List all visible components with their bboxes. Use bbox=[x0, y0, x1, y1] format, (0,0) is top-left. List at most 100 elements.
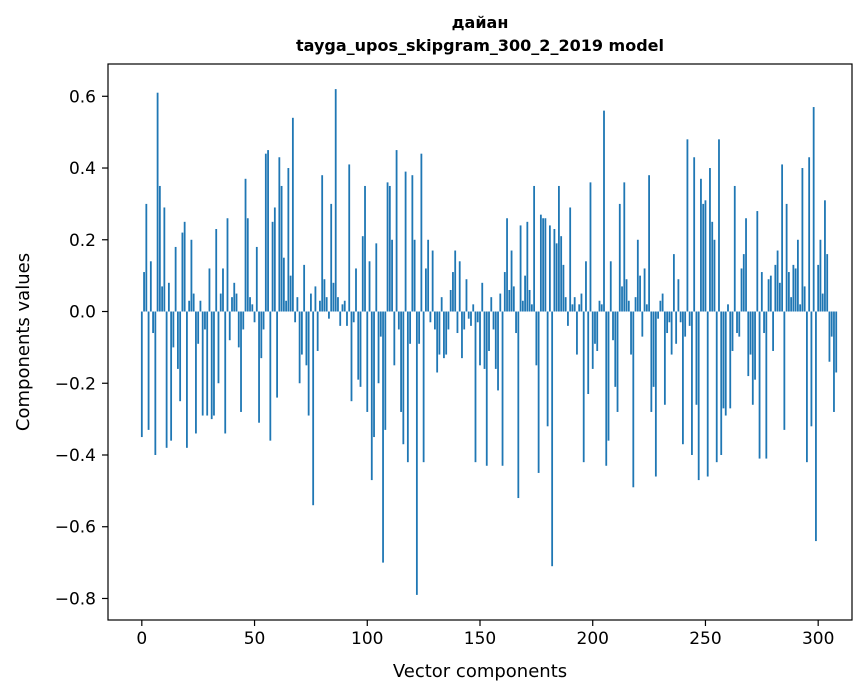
bar-235 bbox=[670, 311, 673, 355]
bar-62 bbox=[280, 185, 283, 312]
bar-274 bbox=[758, 311, 761, 459]
bar-80 bbox=[321, 175, 324, 312]
bar-213 bbox=[621, 286, 623, 312]
bar-276 bbox=[763, 311, 765, 334]
bar-109 bbox=[386, 182, 389, 312]
bar-268 bbox=[745, 218, 747, 312]
bar-250 bbox=[704, 200, 707, 312]
bar-254 bbox=[713, 239, 716, 312]
bar-74 bbox=[307, 311, 310, 416]
bar-296 bbox=[808, 157, 811, 312]
bar-202 bbox=[596, 311, 599, 351]
y-tick-label: −0.8 bbox=[55, 589, 96, 609]
bar-79 bbox=[319, 300, 321, 312]
bar-241 bbox=[684, 311, 687, 337]
bar-295 bbox=[806, 311, 808, 463]
bar-94 bbox=[352, 311, 355, 323]
bar-234 bbox=[668, 311, 671, 323]
bar-194 bbox=[578, 304, 581, 312]
bar-175 bbox=[535, 311, 538, 366]
bar-267 bbox=[742, 254, 745, 312]
bar-20 bbox=[186, 311, 188, 448]
bar-257 bbox=[720, 311, 723, 455]
bar-261 bbox=[729, 311, 732, 409]
bar-169 bbox=[521, 300, 524, 312]
y-tick-label: 0.2 bbox=[69, 231, 96, 251]
bar-2 bbox=[145, 203, 148, 312]
bar-16 bbox=[176, 311, 179, 369]
y-tick-label: 0.0 bbox=[69, 303, 96, 323]
bar-140 bbox=[456, 311, 459, 334]
bar-124 bbox=[420, 153, 423, 312]
bar-170 bbox=[524, 275, 526, 312]
bar-100 bbox=[366, 311, 369, 412]
x-tick-label: 200 bbox=[577, 629, 609, 649]
bar-166 bbox=[515, 311, 517, 334]
bar-104 bbox=[375, 243, 378, 312]
bar-195 bbox=[580, 293, 583, 312]
bar-184 bbox=[555, 243, 558, 312]
bar-251 bbox=[706, 311, 709, 477]
bar-141 bbox=[458, 261, 461, 312]
bar-285 bbox=[783, 311, 786, 430]
bar-217 bbox=[630, 311, 632, 355]
bar-13 bbox=[170, 311, 173, 441]
bar-88 bbox=[339, 311, 342, 326]
bar-193 bbox=[576, 311, 578, 355]
bar-225 bbox=[648, 175, 650, 312]
bar-135 bbox=[445, 311, 448, 355]
bar-238 bbox=[677, 279, 680, 312]
bar-18 bbox=[181, 232, 184, 312]
bar-55 bbox=[264, 153, 267, 312]
bar-288 bbox=[790, 297, 793, 312]
bar-119 bbox=[409, 311, 412, 344]
bar-65 bbox=[287, 168, 290, 312]
bar-256 bbox=[718, 139, 720, 312]
bar-270 bbox=[749, 311, 752, 355]
bar-229 bbox=[657, 311, 660, 319]
bar-262 bbox=[731, 311, 734, 351]
bar-15 bbox=[174, 246, 177, 312]
bar-269 bbox=[747, 311, 750, 377]
bar-142 bbox=[461, 311, 463, 359]
bar-43 bbox=[237, 311, 240, 348]
bar-160 bbox=[501, 311, 504, 466]
bar-294 bbox=[803, 286, 806, 312]
bar-72 bbox=[303, 264, 306, 312]
bar-182 bbox=[551, 311, 554, 567]
bar-51 bbox=[255, 246, 258, 312]
bar-246 bbox=[695, 311, 698, 405]
bar-158 bbox=[497, 311, 499, 391]
bar-0 bbox=[140, 311, 143, 438]
bar-101 bbox=[368, 261, 371, 312]
x-tick-label: 300 bbox=[802, 629, 834, 649]
bar-181 bbox=[548, 225, 551, 312]
bar-105 bbox=[377, 311, 380, 384]
bar-264 bbox=[736, 311, 738, 334]
bar-249 bbox=[702, 203, 705, 312]
bar-138 bbox=[452, 272, 454, 312]
bar-136 bbox=[447, 311, 450, 330]
bar-86 bbox=[334, 89, 337, 312]
bar-30 bbox=[208, 268, 211, 312]
bar-212 bbox=[618, 203, 621, 312]
bar-243 bbox=[688, 311, 691, 326]
bar-19 bbox=[183, 221, 186, 312]
bar-245 bbox=[693, 157, 696, 312]
bar-173 bbox=[530, 304, 533, 312]
bar-197 bbox=[585, 261, 587, 312]
bar-183 bbox=[553, 229, 556, 312]
bar-244 bbox=[691, 311, 693, 455]
bar-28 bbox=[204, 311, 206, 330]
bar-53 bbox=[260, 311, 263, 359]
bar-265 bbox=[738, 311, 741, 337]
bar-299 bbox=[815, 311, 817, 542]
bar-290 bbox=[794, 268, 797, 312]
bar-298 bbox=[812, 107, 815, 312]
bar-97 bbox=[359, 311, 362, 387]
bar-96 bbox=[357, 311, 360, 380]
bar-107 bbox=[382, 311, 384, 563]
bar-133 bbox=[440, 297, 443, 312]
bar-226 bbox=[650, 311, 653, 412]
